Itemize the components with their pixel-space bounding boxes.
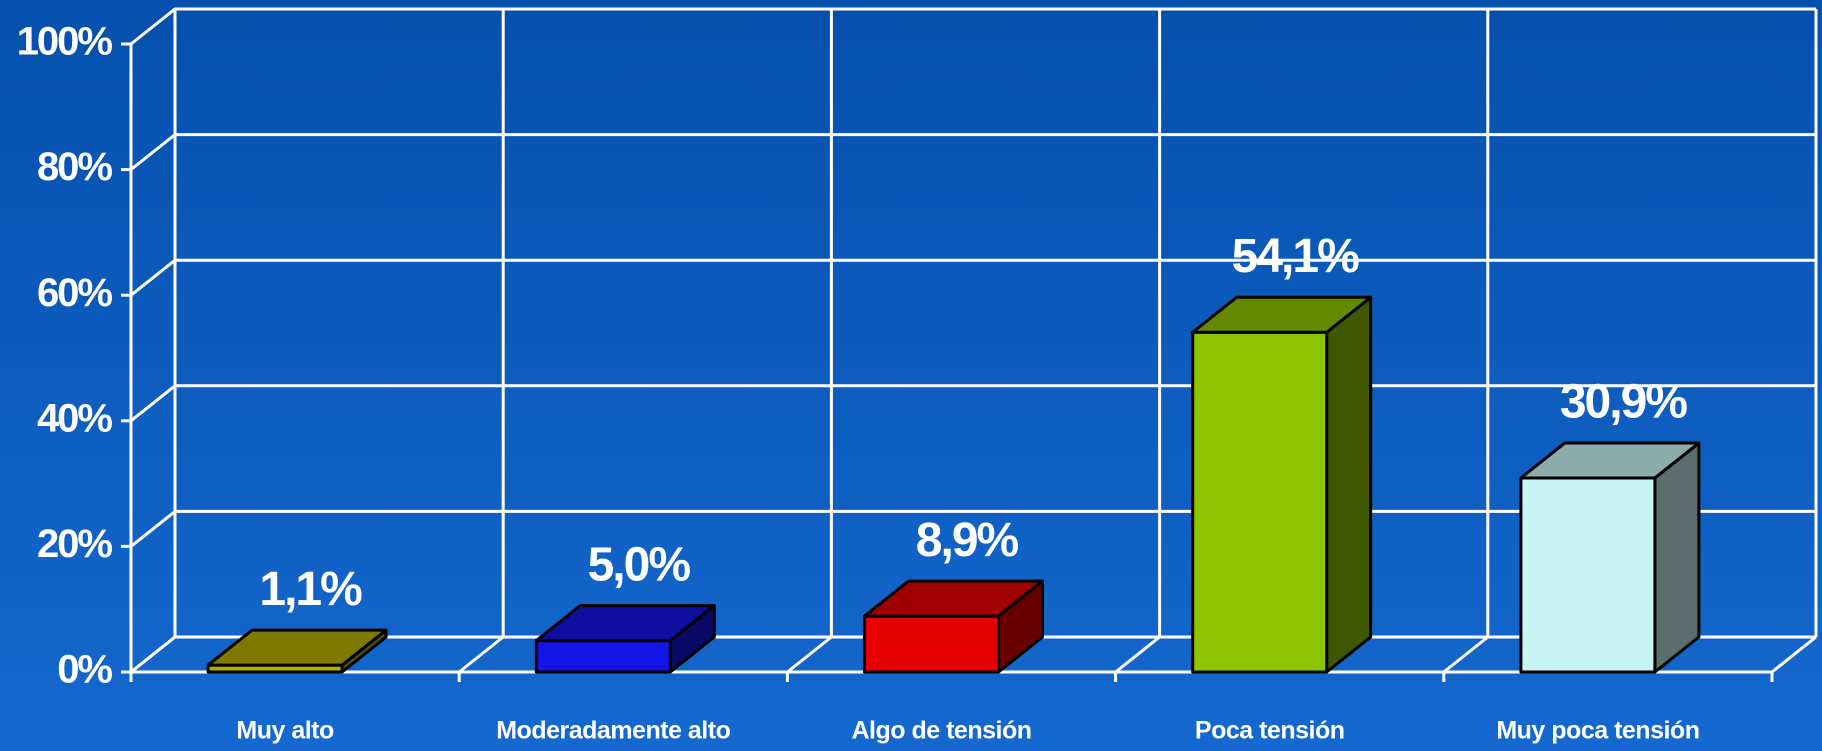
bar-front (1519, 476, 1657, 674)
y-tick-label: 100% (17, 20, 113, 64)
x-tick-label: Moderadamente alto (496, 717, 730, 745)
bar-side (1325, 295, 1373, 674)
x-tick-label: Muy alto (236, 717, 334, 745)
value-label: 8,9% (916, 514, 1019, 567)
y-tick-label: 40% (37, 396, 112, 440)
grid-line (130, 7, 1816, 46)
bar-top (206, 628, 388, 667)
bar-side (1653, 441, 1701, 674)
floor-line (1771, 635, 1817, 674)
y-tick-label: 80% (37, 145, 112, 189)
y-tick-label: 60% (37, 271, 112, 315)
value-label: 30,9% (1560, 376, 1687, 429)
y-tick-label: 0% (57, 648, 112, 692)
grid-line (130, 133, 1816, 171)
bar-front (1191, 330, 1329, 674)
bar-top (1519, 441, 1701, 480)
floor-line (786, 635, 833, 674)
grid-line (130, 258, 1816, 297)
bar (534, 604, 716, 674)
bar (1191, 295, 1373, 674)
bar (1519, 441, 1701, 674)
bar (206, 628, 388, 674)
x-tick-label: Muy poca tensión (1496, 717, 1699, 745)
bar (863, 579, 1044, 674)
y-tick-label: 20% (37, 522, 112, 566)
value-label: 54,1% (1232, 230, 1359, 283)
value-label: 5,0% (588, 538, 691, 591)
bar-front (534, 639, 672, 674)
bar-front (863, 614, 1000, 674)
x-tick-label: Poca tensión (1195, 717, 1345, 745)
bar-top (863, 579, 1044, 618)
x-tick-label: Algo de tensión (852, 717, 1032, 745)
floor-line (458, 635, 505, 674)
bar-top (1191, 295, 1373, 334)
bar-top (534, 604, 716, 643)
floor-line (1114, 635, 1161, 674)
value-label: 1,1% (259, 563, 362, 616)
floor-line (1442, 635, 1489, 674)
